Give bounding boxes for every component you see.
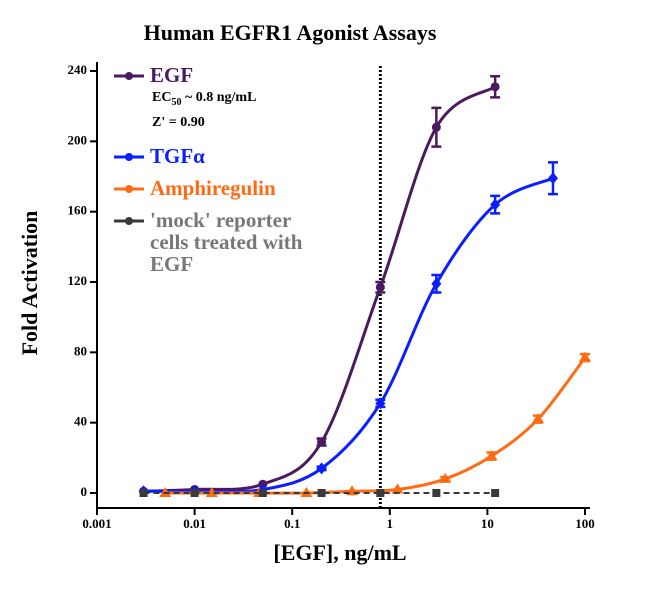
- legend-marker: [125, 216, 133, 225]
- point: [317, 489, 326, 497]
- point: [439, 472, 452, 483]
- chart-title: Human EGFR1 Agonist Assays: [144, 20, 437, 45]
- legend-item: TGFα: [112, 145, 322, 167]
- x-tick-label: 100: [575, 516, 595, 531]
- point: [579, 351, 591, 362]
- point: [258, 489, 267, 497]
- point: [316, 462, 327, 475]
- series-line: [165, 356, 587, 495]
- y-tick-label: 120: [68, 273, 88, 288]
- point: [375, 282, 385, 292]
- ec50-annotation: EC50 ~ 0.8 ng/mL: [152, 88, 322, 113]
- y-tick-label: 160: [68, 203, 88, 218]
- point: [490, 198, 501, 211]
- point: [431, 277, 442, 290]
- legend-marker: [125, 72, 133, 80]
- legend-label: 'mock' reporter cells treated with EGF: [150, 207, 303, 276]
- point: [485, 450, 498, 461]
- x-tick-label: 0.001: [82, 516, 111, 531]
- legend-marker: [125, 152, 133, 161]
- y-tick-label: 240: [68, 62, 88, 77]
- annotation-text: 50: [171, 96, 182, 108]
- legend-swatch: [114, 152, 144, 161]
- point: [532, 413, 545, 424]
- x-axis-label: [EGF], ng/mL: [273, 540, 406, 565]
- z-annotation: Z' = 0.90: [152, 114, 205, 130]
- point: [432, 489, 441, 497]
- point: [317, 437, 327, 447]
- legend-label: EGF: [150, 63, 194, 87]
- legend-item: 'mock' reporter cells treated with EGF: [112, 209, 322, 275]
- point: [391, 483, 404, 494]
- legend-swatch: [114, 72, 144, 80]
- point: [190, 489, 199, 497]
- point: [139, 489, 148, 497]
- y-tick-label: 0: [81, 484, 88, 499]
- y-tick-label: 40: [74, 414, 87, 429]
- x-tick-label: 1: [387, 516, 394, 531]
- x-tick-label: 0.1: [284, 516, 300, 531]
- legend-marker: [125, 184, 133, 193]
- x-tick-label: 0.01: [183, 516, 206, 531]
- point: [490, 82, 500, 92]
- point: [491, 489, 500, 497]
- legend-item: Amphiregulin: [112, 177, 322, 199]
- y-tick-label: 200: [68, 132, 88, 147]
- legend-label: TGFα: [150, 143, 205, 168]
- legend-swatch: [114, 216, 144, 225]
- legend-item: EGF: [112, 64, 322, 86]
- annotation-text: EC: [152, 90, 172, 105]
- y-axis-label: Fold Activation: [17, 211, 42, 356]
- legend-swatch: [114, 184, 144, 193]
- annotation-text: ~ 0.8 ng/mL: [181, 90, 257, 105]
- point: [205, 487, 218, 497]
- y-tick-label: 80: [74, 343, 87, 358]
- point: [547, 172, 558, 185]
- legend: EGF EC50 ~ 0.8 ng/mL Z' = 0.90 TGFα Amphireg…: [112, 64, 322, 285]
- point: [376, 489, 385, 497]
- point: [375, 397, 386, 410]
- x-tick-label: 10: [481, 516, 494, 531]
- point: [431, 122, 441, 132]
- legend-label: Amphiregulin: [150, 175, 276, 200]
